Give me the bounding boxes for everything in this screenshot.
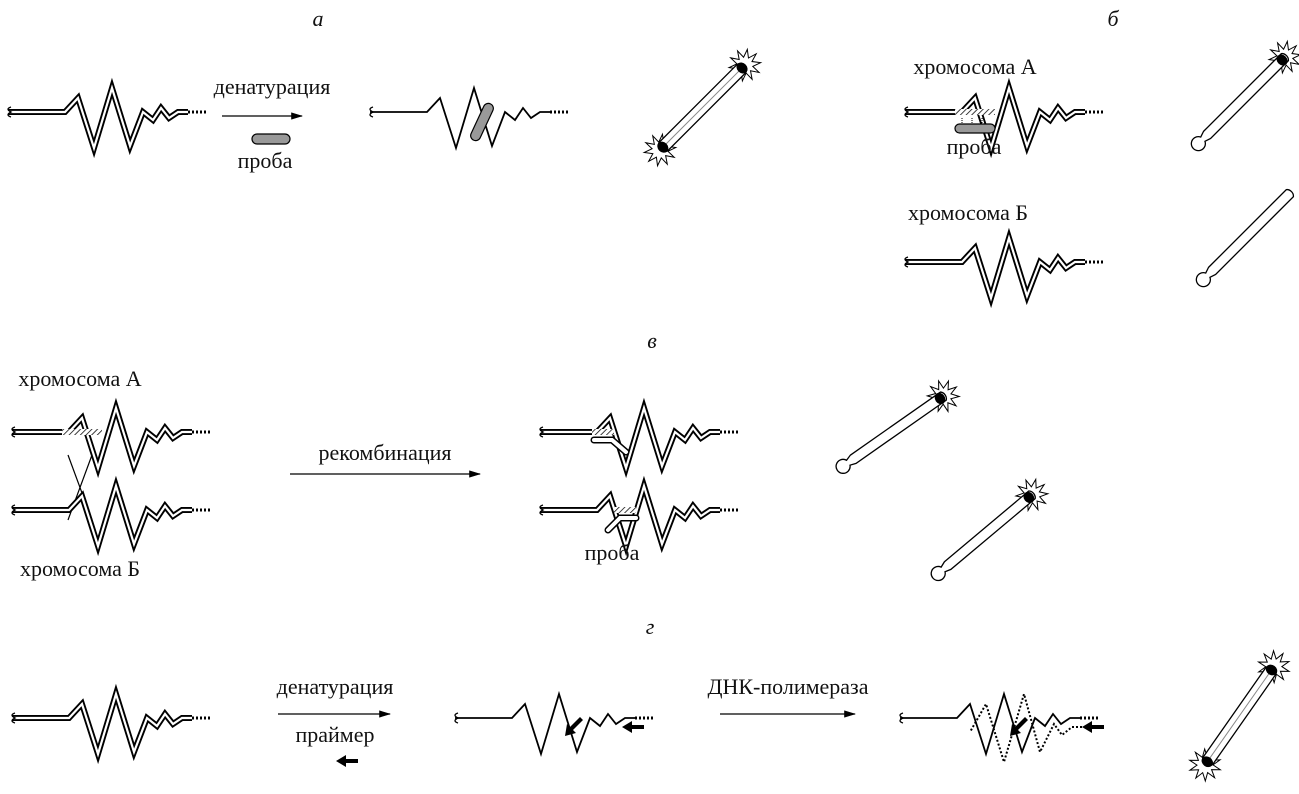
symbol — [370, 88, 568, 148]
symbol — [923, 473, 1054, 590]
symbol — [1183, 645, 1295, 787]
shape-rect — [469, 102, 495, 142]
step-label: денатурация — [277, 674, 394, 699]
step-label: денатурация — [214, 74, 331, 99]
chromosome-label: хромосома Б — [20, 556, 140, 581]
probe-label: проба — [947, 134, 1002, 159]
symbol — [12, 486, 210, 546]
shape-rect — [592, 429, 614, 435]
shape-rect — [62, 429, 102, 435]
panel-label: б — [1107, 6, 1119, 31]
panel-label: г — [646, 614, 655, 639]
panel-label: а — [313, 6, 324, 31]
symbol — [12, 408, 210, 468]
symbol — [905, 238, 1103, 298]
symbol — [1193, 187, 1296, 290]
chromosome-label: хромосома А — [913, 54, 1036, 79]
panel-label: в — [647, 328, 657, 353]
shape-path — [594, 440, 626, 452]
step-label: рекомбинация — [318, 440, 451, 465]
symbol — [12, 694, 210, 754]
shape-path — [622, 721, 644, 733]
step-label: ДНК-полимераза — [707, 674, 868, 699]
shape-rect — [614, 507, 636, 513]
diagram: а денатурация проба б хромосома А проба … — [0, 0, 1299, 794]
probe-label: проба — [585, 540, 640, 565]
primer-label: праймер — [296, 722, 375, 747]
chromosome-label: хромосома А — [18, 366, 141, 391]
chromosome-label: хромосома Б — [908, 200, 1028, 225]
symbol — [8, 88, 206, 148]
shape-path — [1082, 721, 1104, 733]
shape-rect — [252, 134, 290, 144]
shape-rect — [955, 109, 995, 115]
symbol — [829, 375, 965, 483]
symbol — [455, 694, 653, 754]
symbol — [638, 43, 767, 172]
symbol — [540, 486, 738, 546]
shape-rect — [955, 124, 995, 133]
symbol — [540, 408, 738, 468]
probe-label: проба — [238, 148, 293, 173]
shape-path — [336, 755, 358, 767]
symbol — [1183, 35, 1299, 159]
symbol — [905, 88, 1103, 148]
